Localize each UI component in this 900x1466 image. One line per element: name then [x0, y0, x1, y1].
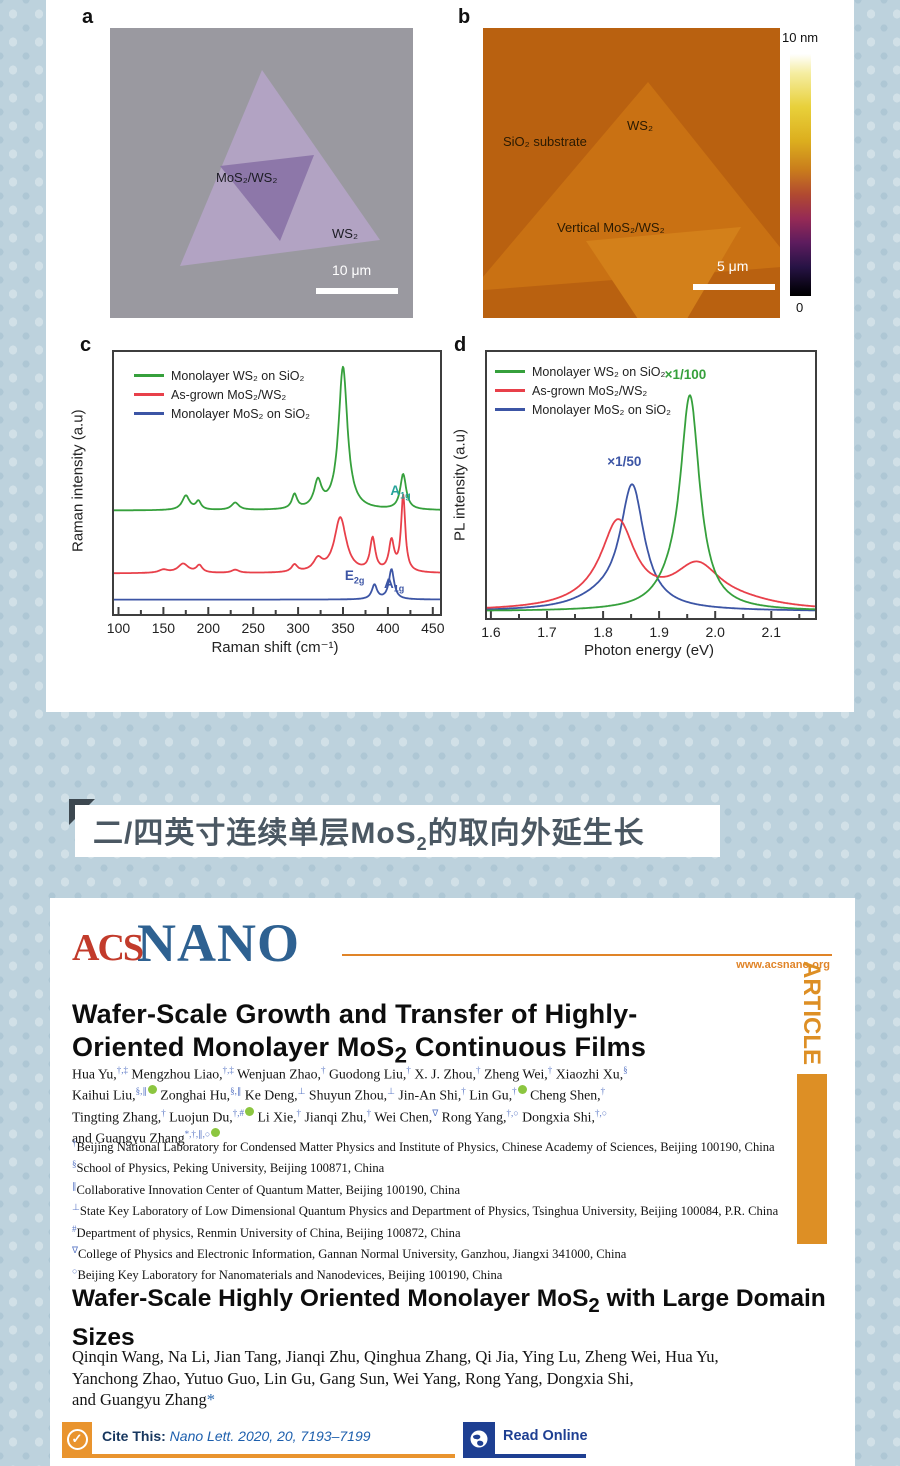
paper1-affiliations: †Beijing National Laboratory for Condens…	[72, 1136, 820, 1286]
cite-this-label: Cite This:	[102, 1428, 166, 1444]
pl-spectra-plot: Monolayer WS₂ on SiO₂ As-grown MoS₂/WS₂ Mo…	[481, 350, 817, 640]
header-rule	[342, 954, 832, 956]
pl-y-axis-label: PL intensity (a.u)	[451, 429, 469, 541]
legend-item: Monolayer WS₂ on SiO₂	[134, 366, 310, 385]
x-tick-label: 1.9	[649, 624, 669, 640]
pl-curves	[487, 394, 815, 618]
paper2-title: Wafer-Scale Highly Oriented Monolayer Mo…	[72, 1285, 826, 1351]
affiliation: †Beijing National Laboratory for Condens…	[72, 1138, 775, 1155]
x-tick-label: 450	[421, 620, 445, 636]
vertical-label: Vertical MoS₂/WS₂	[557, 220, 665, 235]
legend-item: As-grown MoS₂/WS₂	[495, 381, 671, 400]
x-tick-label: 1.6	[481, 624, 501, 640]
x-tick-label: 300	[286, 620, 310, 636]
x-tick-label: 250	[241, 620, 265, 636]
optical-image-panel-a: MoS₂/WS₂ WS₂ 10 μm	[110, 28, 413, 318]
paper2-authors: Qinqin Wang, Na Li, Jian Tang, Jianqi Zh…	[72, 1347, 719, 1409]
legend-swatch	[134, 374, 164, 377]
legend-item: Monolayer MoS₂ on SiO₂	[495, 400, 671, 419]
x-tick-label: 1.7	[537, 624, 557, 640]
scalebar-label: 5 μm	[717, 258, 749, 274]
affiliation: ∇College of Physics and Electronic Infor…	[72, 1244, 627, 1262]
panel-d-tag: d	[454, 334, 467, 356]
peak-annotation: ×1/50	[607, 454, 642, 470]
globe-icon	[470, 1430, 488, 1448]
scalebar	[693, 284, 775, 290]
colorbar-max-label: 10 nm	[782, 30, 819, 45]
acs-logo: ACS	[72, 927, 144, 969]
read-online-globe-icon[interactable]	[463, 1422, 495, 1456]
raman-legend: Monolayer WS₂ on SiO₂ As-grown MoS₂/WS₂ Mo…	[134, 366, 310, 423]
cite-this-line[interactable]: Cite This: Nano Lett. 2020, 20, 7193–719…	[102, 1428, 371, 1444]
scalebar-label: 10 μm	[332, 262, 372, 278]
heterostructure-label: MoS₂/WS₂	[216, 170, 278, 185]
article-tab-bar	[797, 1074, 827, 1244]
panel-c-tag: c	[80, 334, 92, 356]
panel-b-tag: b	[458, 6, 471, 28]
peak-annotation: E2g	[344, 568, 365, 586]
raman-curves	[114, 365, 440, 614]
figure-card: a MoS₂/WS₂ WS₂ 10 μm b SiO₂ substrate WS…	[46, 0, 854, 712]
x-tick-label: 350	[331, 620, 355, 636]
x-tick-label: 150	[151, 620, 176, 636]
x-tick-label: 2.0	[705, 624, 725, 640]
affiliation: ∥Collaborative Innovation Center of Quan…	[72, 1180, 461, 1197]
section-heading: 二/四英寸连续单层MoS2的取向外延生长	[93, 816, 645, 854]
x-tick-label: 100	[106, 620, 131, 636]
x-tick-label: 400	[376, 620, 400, 636]
x-tick-label: 1.8	[593, 624, 613, 640]
read-online-label[interactable]: Read Online	[503, 1428, 588, 1444]
ws2-label: WS₂	[332, 226, 358, 241]
legend-item: As-grown MoS₂/WS₂	[134, 385, 310, 404]
legend-label: Monolayer WS₂ on SiO₂	[171, 368, 305, 383]
peak-annotation: ×1/100	[664, 366, 707, 382]
legend-label: As-grown MoS₂/WS₂	[532, 383, 648, 398]
legend-swatch	[134, 393, 164, 396]
legend-swatch	[134, 412, 164, 415]
scalebar	[316, 288, 398, 294]
cite-underline	[62, 1454, 455, 1458]
affiliation: #Department of physics, Renmin Universit…	[72, 1223, 461, 1240]
substrate-label: SiO₂ substrate	[503, 134, 587, 149]
raman-spectra-plot: Monolayer WS₂ on SiO₂ As-grown MoS₂/WS₂ Mo…	[107, 350, 444, 636]
pl-x-axis-title: Photon energy (eV)	[583, 642, 715, 659]
section-heading-bar: 二/四英寸连续单层MoS2的取向外延生长	[75, 805, 720, 857]
legend-item: Monolayer MoS₂ on SiO₂	[134, 404, 310, 423]
x-tick-label: 200	[196, 620, 220, 636]
legend-swatch	[495, 389, 525, 392]
paper1-title: Wafer-Scale Growth and Transfer of Highl…	[72, 999, 647, 1068]
colorbar-min-label: 0	[796, 300, 804, 315]
nano-logo: NANO	[137, 913, 300, 973]
paper-card: ACS NANO www.acsnano.org ARTICLE Wafer-S…	[50, 898, 855, 1466]
raman-x-axis-title: Raman shift (cm⁻¹)	[211, 639, 339, 656]
legend-swatch	[495, 370, 525, 373]
legend-label: Monolayer MoS₂ on SiO₂	[171, 406, 310, 421]
raman-y-axis-label: Raman intensity (a.u)	[69, 409, 87, 553]
checkmark-icon: ✓	[66, 1428, 88, 1450]
peak-annotation: A1g	[384, 576, 405, 594]
legend-label: Monolayer WS₂ on SiO₂	[532, 364, 666, 379]
peak-annotation: A1g	[390, 483, 411, 501]
legend-label: Monolayer MoS₂ on SiO₂	[532, 402, 671, 417]
affiliation: ○Beijing Key Laboratory for Nanomaterial…	[72, 1266, 503, 1283]
citation-reference: Nano Lett. 2020, 20, 7193–7199	[169, 1428, 371, 1444]
x-tick-label: 2.1	[761, 624, 781, 640]
read-online-underline	[463, 1454, 586, 1458]
ws2-label: WS₂	[627, 118, 653, 133]
legend-item: Monolayer WS₂ on SiO₂	[495, 362, 671, 381]
affiliation: §School of Physics, Peking University, B…	[72, 1159, 385, 1176]
height-colorbar	[790, 54, 811, 296]
paper1-authors: Hua Yu,†,‡ Mengzhou Liao,†,‡ Wenjuan Zha…	[72, 1065, 628, 1146]
legend-label: As-grown MoS₂/WS₂	[171, 387, 287, 402]
legend-swatch	[495, 408, 525, 411]
afm-image-panel-b: SiO₂ substrate WS₂ Vertical MoS₂/WS₂ 5 μ…	[483, 28, 780, 318]
article-tab-label: ARTICLE	[798, 961, 825, 1065]
article-tab: ARTICLE	[797, 952, 827, 1244]
affiliation: ⊥State Key Laboratory of Low Dimensional…	[72, 1202, 779, 1219]
cite-check-icon[interactable]: ✓	[62, 1422, 92, 1456]
panel-a-tag: a	[82, 6, 94, 28]
journal-url: www.acsnano.org	[736, 959, 830, 971]
pl-legend: Monolayer WS₂ on SiO₂ As-grown MoS₂/WS₂ Mo…	[495, 362, 671, 419]
